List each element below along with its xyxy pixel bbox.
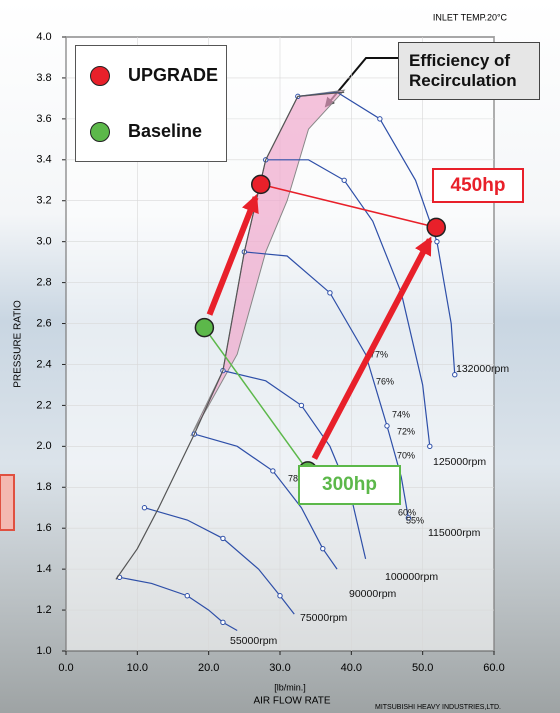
efficiency-label: 55% xyxy=(406,515,424,525)
y-tick-label: 4.0 xyxy=(36,31,51,43)
x-tick-label: 30.0 xyxy=(269,662,290,674)
side-box xyxy=(0,475,14,530)
y-tick-label: 2.0 xyxy=(36,440,51,452)
y-tick-label: 2.2 xyxy=(36,399,51,411)
speed-label: 100000rpm xyxy=(385,571,438,583)
speed-label: 125000rpm xyxy=(433,456,486,468)
y-tick-label: 1.0 xyxy=(36,645,51,657)
speed-point xyxy=(385,424,389,428)
y-tick-label: 3.4 xyxy=(36,154,51,166)
y-tick-label: 3.2 xyxy=(36,195,51,207)
y-tick-label: 2.6 xyxy=(36,317,51,329)
y-tick-label: 2.8 xyxy=(36,277,51,289)
inlet-note: INLET TEMP.20°C xyxy=(433,12,508,22)
speed-label: 55000rpm xyxy=(230,635,278,647)
x-tick-label: 60.0 xyxy=(483,662,504,674)
speed-point xyxy=(328,291,332,295)
speed-label: 75000rpm xyxy=(300,612,348,624)
speed-label: 90000rpm xyxy=(349,588,397,600)
legend-entry: UPGRADE xyxy=(76,48,218,104)
x-tick-label: 10.0 xyxy=(127,662,148,674)
speed-point xyxy=(221,620,225,624)
efficiency-label: 70% xyxy=(397,450,415,460)
baseline-power: 300hp xyxy=(298,465,401,505)
legend-entry: Baseline xyxy=(76,104,202,160)
x-tick-label: 20.0 xyxy=(198,662,219,674)
legend: UPGRADE Baseline xyxy=(75,45,227,162)
data-point xyxy=(195,319,213,337)
credit: MITSUBISHI HEAVY INDUSTRIES,LTD. xyxy=(375,704,501,711)
legend-label: UPGRADE xyxy=(128,65,218,86)
y-tick-label: 3.0 xyxy=(36,236,51,248)
speed-point xyxy=(185,594,189,598)
page: INLET TEMP.20°C PRESSURE RATIO [lb/min.]… xyxy=(0,0,560,713)
speed-point xyxy=(342,178,346,182)
y-tick-label: 2.4 xyxy=(36,358,51,370)
y-tick-label: 1.4 xyxy=(36,563,51,575)
speed-point xyxy=(378,117,382,121)
data-point xyxy=(252,175,270,193)
y-axis-label: PRESSURE RATIO xyxy=(13,300,24,388)
speed-label: 132000rpm xyxy=(456,363,509,375)
speed-point xyxy=(142,506,146,510)
y-tick-label: 3.8 xyxy=(36,72,51,84)
y-tick-label: 1.6 xyxy=(36,522,51,534)
speed-point xyxy=(428,444,432,448)
legend-label: Baseline xyxy=(128,121,202,142)
efficiency-label: 72% xyxy=(397,426,415,436)
x-tick-label: 0.0 xyxy=(58,662,73,674)
speed-point xyxy=(221,536,225,540)
efficiency-label: 76% xyxy=(376,376,394,386)
speed-point xyxy=(299,403,303,407)
x-axis-label: AIR FLOW RATE xyxy=(253,696,330,707)
legend-swatch xyxy=(90,122,110,142)
recirculation-note: Efficiency of Recirculation xyxy=(398,42,540,100)
speed-point xyxy=(321,546,325,550)
speed-point xyxy=(278,594,282,598)
y-tick-label: 1.2 xyxy=(36,604,51,616)
upgrade-power: 450hp xyxy=(432,168,524,203)
y-tick-label: 1.8 xyxy=(36,481,51,493)
x-axis-unit: [lb/min.] xyxy=(274,682,306,692)
legend-swatch xyxy=(90,66,110,86)
speed-point xyxy=(271,469,275,473)
x-tick-label: 50.0 xyxy=(412,662,433,674)
speed-label: 115000rpm xyxy=(428,527,481,539)
speed-point xyxy=(435,239,439,243)
x-tick-label: 40.0 xyxy=(341,662,362,674)
data-point xyxy=(427,218,445,236)
efficiency-label: 78 xyxy=(288,473,298,483)
efficiency-label: 74% xyxy=(392,409,410,419)
y-tick-label: 3.6 xyxy=(36,113,51,125)
